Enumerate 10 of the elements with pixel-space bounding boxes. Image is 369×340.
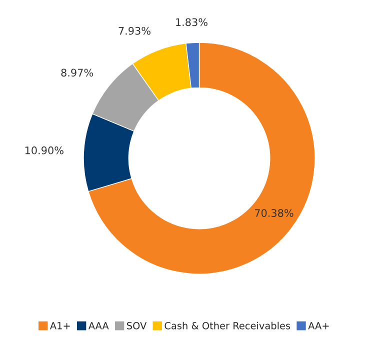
data-label: 10.90% (25, 146, 64, 154)
legend-label: AA+ (308, 322, 329, 330)
legend-label: AAA (88, 322, 109, 330)
legend-label: A1+ (50, 322, 70, 330)
data-label: 1.83% (176, 18, 208, 26)
data-label: 70.38% (254, 209, 294, 217)
legend-label: SOV (127, 322, 147, 330)
legend-label: Cash & Other Receivables (164, 322, 290, 330)
data-label: 7.93% (118, 26, 150, 35)
data-label: 8.97% (61, 68, 94, 77)
